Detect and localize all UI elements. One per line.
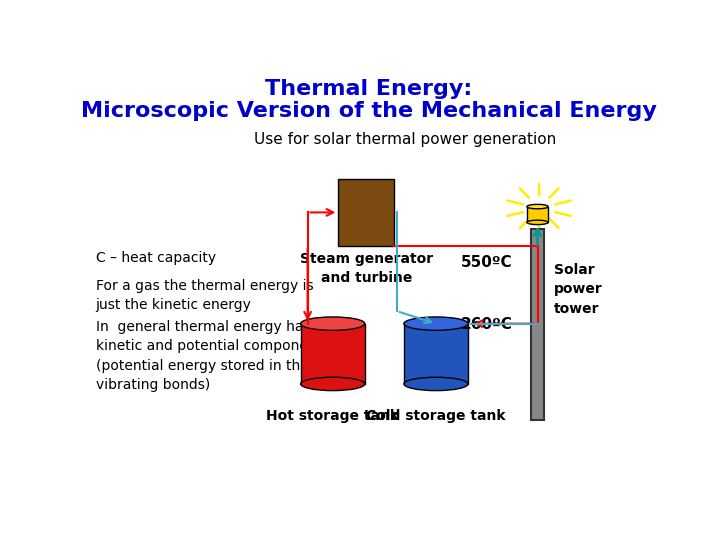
- Text: Cold storage tank: Cold storage tank: [366, 409, 505, 423]
- Bar: [338, 179, 394, 246]
- Bar: [531, 229, 544, 420]
- Text: 260ºC: 260ºC: [461, 317, 513, 332]
- Ellipse shape: [301, 377, 365, 390]
- Text: For a gas the thermal energy is
just the kinetic energy: For a gas the thermal energy is just the…: [96, 279, 313, 312]
- Text: In  general thermal energy has
kinetic and potential components
(potential energ: In general thermal energy has kinetic an…: [96, 320, 329, 392]
- Bar: [404, 323, 468, 384]
- Text: 550ºC: 550ºC: [461, 255, 513, 270]
- Ellipse shape: [527, 204, 548, 209]
- Ellipse shape: [404, 377, 468, 390]
- Ellipse shape: [301, 317, 365, 330]
- Text: Hot storage tank: Hot storage tank: [266, 409, 399, 423]
- Text: Solar
power
tower: Solar power tower: [554, 263, 603, 316]
- Text: Steam generator
and turbine: Steam generator and turbine: [300, 252, 433, 285]
- Text: Microscopic Version of the Mechanical Energy: Microscopic Version of the Mechanical En…: [81, 102, 657, 122]
- Text: C – heat capacity: C – heat capacity: [96, 251, 216, 265]
- Bar: [301, 323, 365, 384]
- Bar: [527, 207, 548, 222]
- Text: Thermal Energy:: Thermal Energy:: [266, 79, 472, 99]
- Text: Use for solar thermal power generation: Use for solar thermal power generation: [254, 132, 557, 147]
- Ellipse shape: [404, 317, 468, 330]
- Ellipse shape: [527, 220, 548, 225]
